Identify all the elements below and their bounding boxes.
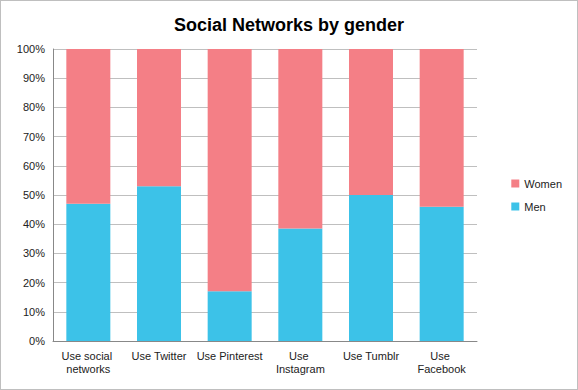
- svg-text:60%: 60%: [23, 160, 45, 172]
- svg-text:networks: networks: [66, 363, 111, 375]
- svg-text:Use Tumblr: Use Tumblr: [343, 350, 400, 362]
- svg-text:90%: 90%: [23, 72, 45, 84]
- svg-text:Use Pinterest: Use Pinterest: [197, 350, 263, 362]
- svg-text:Facebook: Facebook: [418, 363, 467, 375]
- svg-text:30%: 30%: [23, 247, 45, 259]
- svg-text:40%: 40%: [23, 218, 45, 230]
- svg-text:Social Networks by gender: Social Networks by gender: [174, 15, 404, 35]
- svg-text:100%: 100%: [17, 43, 45, 55]
- svg-text:20%: 20%: [23, 277, 45, 289]
- svg-text:80%: 80%: [23, 101, 45, 113]
- svg-text:Men: Men: [524, 201, 545, 213]
- svg-text:70%: 70%: [23, 131, 45, 143]
- svg-text:Women: Women: [524, 178, 562, 190]
- svg-text:Use social: Use social: [61, 350, 115, 362]
- svg-text:Use: Use: [289, 350, 312, 362]
- svg-text:Use Twitter: Use Twitter: [132, 350, 187, 362]
- svg-text:10%: 10%: [23, 306, 45, 318]
- svg-text:Use: Use: [430, 350, 453, 362]
- svg-text:Instagram: Instagram: [276, 363, 325, 375]
- svg-text:50%: 50%: [23, 189, 45, 201]
- svg-text:0%: 0%: [29, 335, 45, 347]
